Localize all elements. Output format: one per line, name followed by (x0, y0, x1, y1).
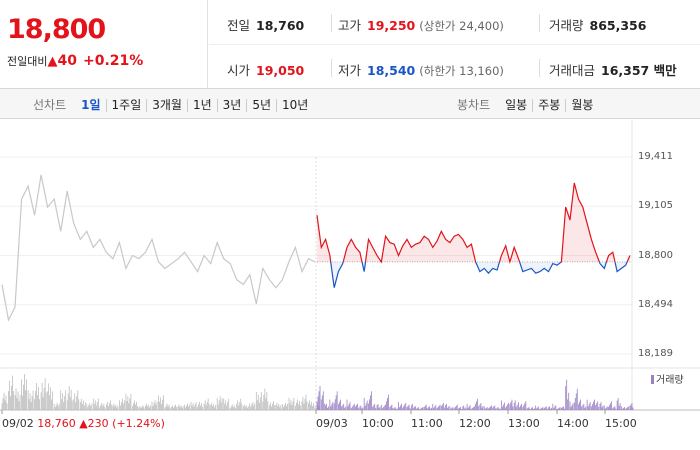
period-tab-2[interactable]: 3개월 (147, 99, 188, 112)
stat-high: 고가 19,250 (상한가 24,400) (338, 18, 504, 33)
today-down-line (361, 261, 367, 272)
candle-tab-1[interactable]: 주봉 (533, 99, 567, 112)
y-tick-label: 19,105 (638, 200, 673, 212)
stat-prev-close: 전일 18,760 (227, 18, 305, 33)
period-tab-6[interactable]: 10년 (282, 98, 309, 112)
x-tick-label: 09/03 (316, 417, 348, 430)
today-up-line (560, 182, 600, 263)
line-chart-label: 선차트 (33, 98, 67, 112)
x-tick-label: 13:00 (508, 417, 540, 430)
volume-legend: 거래량 (651, 371, 684, 386)
today-up-area (317, 215, 331, 262)
change-percent: +0.21% (82, 53, 144, 69)
price-summary: 18,800 전일대비▲40 +0.21% (0, 0, 208, 89)
y-tick-label: 18,494 (638, 298, 673, 310)
period-tab-5[interactable]: 5년 (247, 99, 278, 112)
volume-swatch-icon (651, 375, 654, 384)
today-up-line (605, 251, 616, 263)
today-up-line (626, 255, 631, 263)
today-up-area (561, 183, 600, 262)
line-chart-tabs: 선차트 1일 1주일 3개월 1년 3년 5년 10년 (33, 96, 313, 113)
today-down-line (519, 261, 562, 274)
today-up-area (365, 231, 476, 262)
stat-low: 저가 18,540 (하한가 13,160) (338, 63, 504, 78)
y-tick-label: 18,800 (638, 249, 673, 261)
chart-tabs-bar: 선차트 1일 1주일 3개월 1년 3년 5년 10년 봉차트 일봉 주봉 월봉 (0, 89, 700, 119)
today-down-line (614, 261, 628, 273)
stat-turnover: 거래대금 16,357 백만 (549, 63, 677, 78)
up-triangle-icon: ▲ (47, 54, 58, 69)
candle-tab-2[interactable]: 월봉 (571, 98, 594, 112)
x-tick-label: 10:00 (362, 417, 394, 430)
today-down-area (615, 261, 628, 272)
price-chart: 19,411 19,105 18,800 18,494 18,189 09/03 10:0… (0, 120, 700, 450)
x-tick-label: 11:00 (411, 417, 443, 430)
today-down-line (598, 261, 607, 270)
change-value: 40 (57, 53, 77, 69)
x-tick-label: 12:00 (459, 417, 491, 430)
today-down-line (475, 261, 501, 275)
today-up-line (342, 238, 363, 263)
y-tick-label: 18,189 (638, 348, 673, 359)
x-tick-label: 14:00 (557, 417, 589, 430)
period-tab-0[interactable]: 1일 (76, 99, 107, 112)
change-label: 전일대비 (7, 55, 48, 68)
stat-open: 시가 19,050 (227, 63, 305, 78)
stats-divider (209, 44, 700, 45)
candle-chart-label: 봉차트 (457, 98, 491, 112)
current-price: 18,800 (7, 14, 106, 45)
prev-day-info: 09/02 18,760 ▲230 (+1.24%) (2, 417, 165, 430)
today-down-line (330, 261, 344, 288)
stat-volume: 거래량 865,356 (549, 18, 647, 33)
prev-day-series (1, 174, 316, 322)
today-down-area (475, 261, 500, 274)
today-up-line (364, 229, 477, 264)
today-up-area (343, 239, 362, 262)
period-tab-4[interactable]: 3년 (218, 99, 248, 112)
price-change: 전일대비▲40 +0.21% (7, 53, 143, 69)
period-tab-1[interactable]: 1주일 (107, 99, 148, 112)
x-tick-label: 15:00 (605, 417, 637, 430)
quote-header: 18,800 전일대비▲40 +0.21% 전일 18,760 고가 19,250 (상… (0, 0, 700, 89)
y-tick-label: 19,411 (638, 151, 673, 162)
period-tab-3[interactable]: 1년 (188, 99, 218, 112)
candle-tab-0[interactable]: 일봉 (500, 99, 534, 112)
price-chart-canvas (0, 120, 700, 414)
today-up-line (316, 215, 332, 262)
candle-chart-tabs: 봉차트 일봉 주봉 월봉 (457, 96, 598, 113)
today-down-area (519, 261, 562, 274)
today-up-line (498, 243, 521, 265)
